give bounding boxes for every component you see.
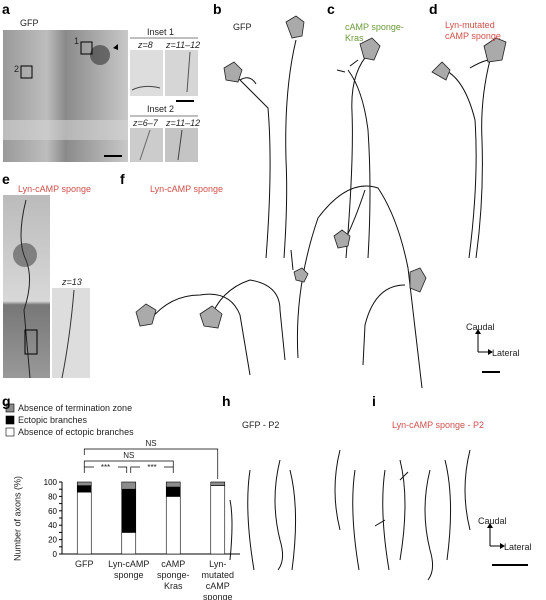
panel-label: b: [213, 1, 222, 17]
panel-title: GFP: [233, 22, 252, 32]
significance-label: ***: [93, 462, 118, 473]
significance-label: NS: [123, 451, 135, 460]
y-tick-label: 20: [48, 536, 57, 545]
inset-title: Inset 1: [147, 27, 175, 37]
arrowhead: [113, 44, 118, 50]
arrowhead: [487, 523, 505, 549]
region-label: 1: [74, 36, 80, 46]
bar-segment: [121, 488, 137, 533]
inset-image: [52, 288, 90, 378]
inset-image: [130, 128, 163, 162]
axis-direction: Lateral: [492, 348, 520, 358]
axon-trace: [229, 449, 360, 571]
soma: [359, 37, 381, 61]
y-tick-label: 100: [44, 478, 58, 487]
z-label: z=11–12: [166, 40, 201, 50]
y-axis-title: Number of axons (%): [12, 475, 23, 562]
micrograph: [3, 195, 50, 378]
axon-trace: [336, 51, 371, 259]
significance-bracket: [83, 460, 174, 467]
panel-label: h: [222, 393, 231, 409]
x-tick-label: Lyn-mutated cAMP sponge: [201, 559, 235, 600]
inset-axon: [61, 289, 75, 379]
legend-label: Ectopic branches: [18, 414, 88, 425]
legend-label: Absence of termination zone: [18, 402, 133, 413]
panel-label: a: [2, 1, 10, 17]
axon-trace: [149, 185, 423, 389]
significance-label: NS: [145, 439, 157, 448]
panel-label: c: [327, 1, 335, 17]
panel-label: i: [372, 393, 376, 409]
inset-axon: [131, 85, 161, 91]
panel-title: GFP - P2: [242, 420, 280, 430]
x-tick-label: GFP: [74, 559, 94, 569]
region-box: [80, 41, 93, 55]
region-box: [20, 65, 33, 79]
bar-segment: [121, 481, 137, 490]
z-label: z=8: [138, 40, 153, 50]
bar-segment: [210, 481, 226, 486]
legend-swatch: [5, 427, 15, 437]
y-tick-label: 60: [48, 507, 57, 516]
labeled-cluster: [13, 243, 37, 267]
significance-label: ***: [140, 462, 164, 473]
micrograph-band: [3, 120, 128, 140]
axon-trace: [374, 449, 471, 581]
legend-label: Absence of ectopic branches: [18, 426, 134, 437]
bar-segment: [76, 485, 92, 493]
panel-label: f: [120, 171, 125, 187]
labeled-cluster: [90, 45, 110, 65]
bar-segment: [76, 491, 92, 555]
bar-segment: [76, 481, 92, 486]
direction-arrow: [477, 332, 490, 353]
panel-title: Lyn-mutated cAMP sponge: [445, 20, 501, 41]
legend-swatch: [5, 415, 15, 425]
inset-axon: [177, 129, 183, 161]
micrograph: [3, 30, 128, 162]
inset-title: Inset 2: [147, 104, 175, 114]
z-label: z=13: [62, 277, 82, 287]
soma: [135, 229, 427, 329]
bar-segment: [210, 485, 226, 555]
axis-direction: Caudal: [478, 516, 507, 526]
axon-trace: [444, 59, 491, 259]
y-tick-label: 80: [48, 492, 57, 501]
region-label: 2: [14, 64, 20, 74]
soma: [431, 37, 507, 81]
axis-direction: Lateral: [504, 542, 532, 552]
panel-title: GFP: [20, 18, 39, 28]
y-tick-label: 0: [53, 550, 58, 559]
panel-title: Lyn-cAMP sponge: [150, 184, 224, 194]
panel-label: d: [429, 1, 438, 17]
bar-segment: [121, 532, 137, 555]
direction-arrow: [489, 526, 502, 547]
axis-direction: Caudal: [466, 322, 495, 332]
panel-title: Lyn-cAMP sponge: [18, 184, 92, 194]
z-label: z=11–12: [166, 118, 201, 128]
region-box: [24, 329, 38, 355]
z-label: z=6–7: [133, 118, 158, 128]
legend-swatch: [5, 403, 15, 413]
bar-segment: [165, 496, 181, 555]
y-tick-label: 40: [48, 521, 57, 530]
inset-axon: [139, 129, 151, 161]
axon-trace: [237, 39, 297, 259]
inset-axon: [186, 51, 191, 93]
panel-title: Lyn-cAMP sponge - P2: [392, 420, 485, 430]
arrowhead: [475, 329, 493, 355]
panel-label: e: [2, 171, 10, 187]
inset-image: [165, 50, 198, 96]
x-tick-label: Lyn-cAMP sponge: [108, 559, 150, 580]
significance-bracket: [83, 448, 219, 479]
bar-segment: [165, 481, 181, 488]
panel-title: cAMP sponge-Kras: [345, 22, 404, 43]
soma: [223, 15, 305, 83]
bar-segment: [165, 486, 181, 497]
x-tick-label: cAMP sponge-Kras: [156, 559, 190, 591]
panel-label: g: [2, 393, 11, 409]
